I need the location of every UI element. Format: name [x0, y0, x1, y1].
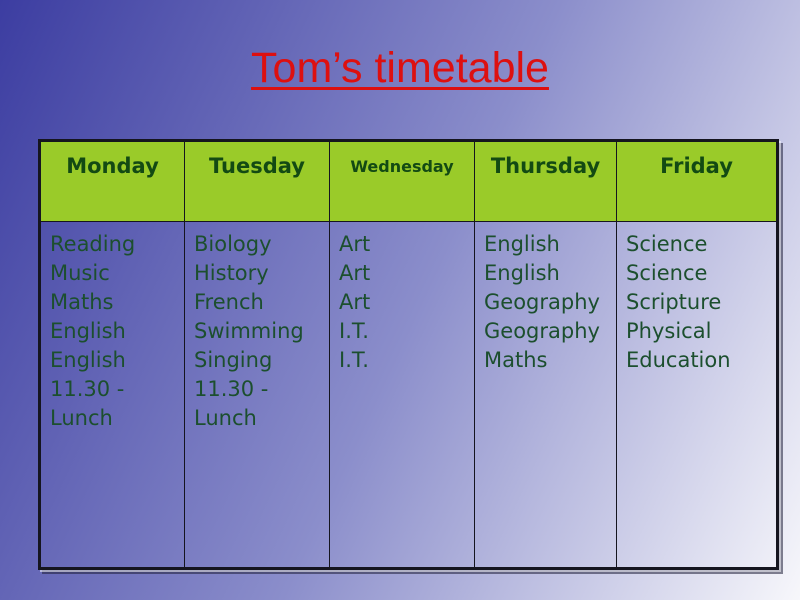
subject-item: English [484, 261, 560, 285]
subject-item: English [484, 232, 560, 256]
subject-item: Music [50, 261, 110, 285]
slide-title: Tom’s timetable [251, 44, 549, 92]
subject-item: 11.30 - Lunch [50, 377, 125, 430]
day-cell-thursday: English English Geography Geography Maths [474, 221, 617, 569]
subject-item: Geography [484, 290, 600, 314]
day-cell-wednesday: Art Art Art I.T. I.T. [329, 221, 475, 569]
header-cell-wednesday: Wednesday [329, 140, 475, 222]
subject-item: Science [626, 261, 708, 285]
subject-item: Maths [50, 290, 114, 314]
day-cell-friday: Science Science Scripture Physical Educatio… [616, 221, 778, 569]
subject-item: I.T. [339, 319, 369, 343]
body-row: Reading Music Maths English English 11.30 - L… [39, 221, 778, 569]
subject-item: Swimming [194, 319, 304, 343]
header-cell-tuesday: Tuesday [184, 140, 330, 222]
subject-item: Scripture [626, 290, 722, 314]
subject-item: Singing [194, 348, 273, 372]
subject-item: I.T. [339, 348, 369, 372]
subject-item: Maths [484, 348, 548, 372]
subject-item: Reading [50, 232, 136, 256]
day-cell-tuesday: Biology History French Swimming Singing 11.30… [184, 221, 330, 569]
subject-item: Art [339, 232, 371, 256]
subject-item: Biology [194, 232, 272, 256]
header-cell-thursday: Thursday [474, 140, 617, 222]
header-cell-monday: Monday [39, 140, 185, 222]
subject-item: 11.30 - Lunch [194, 377, 269, 430]
subject-item: English [50, 319, 126, 343]
subject-item: Science [626, 232, 708, 256]
header-cell-friday: Friday [616, 140, 778, 222]
subject-item: History [194, 261, 269, 285]
subject-item: Geography [484, 319, 600, 343]
subject-item: Art [339, 261, 371, 285]
subject-item: English [50, 348, 126, 372]
header-row: Monday Tuesday Wednesday Thursday Friday [39, 140, 778, 222]
subject-item: Physical Education [626, 319, 731, 372]
timetable-table: Monday Tuesday Wednesday Thursday Friday… [38, 139, 779, 570]
subject-item: Art [339, 290, 371, 314]
day-cell-monday: Reading Music Maths English English 11.30 - L… [39, 221, 185, 569]
subject-item: French [194, 290, 264, 314]
